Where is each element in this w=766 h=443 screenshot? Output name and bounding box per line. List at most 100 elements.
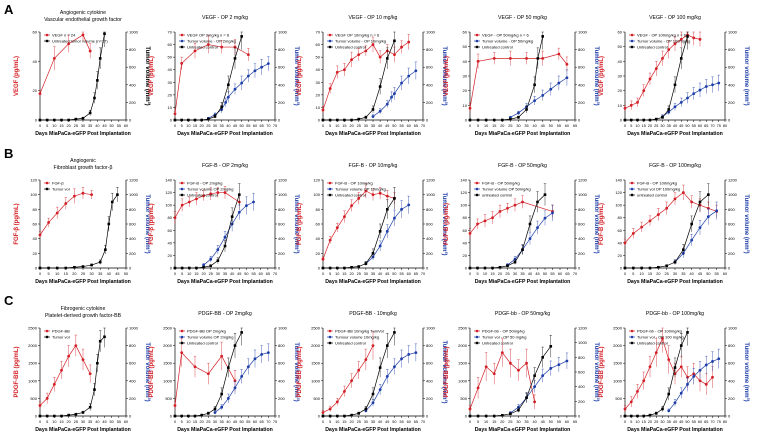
legend-marker [180, 39, 184, 43]
data-point [220, 392, 223, 396]
y-tick-label: 2000 [613, 343, 623, 348]
x-tick-label: 55 [692, 124, 696, 128]
legend-marker [630, 39, 634, 43]
data-point [173, 266, 177, 270]
chart-panel: FGF-B - OP 2mg/kg02040608010012014002004… [149, 163, 300, 285]
data-point [350, 58, 353, 62]
y-tick-label: 1000 [458, 378, 468, 383]
data-point [38, 414, 42, 418]
y2-tick-label: 1000 [578, 192, 588, 197]
x-tick-label: 35 [88, 124, 92, 128]
y-tick-label: 140 [615, 178, 622, 183]
data-point [364, 262, 368, 265]
y-tick-label: 140 [460, 178, 467, 183]
x-tick-label: 5 [329, 420, 331, 424]
data-point [629, 400, 633, 404]
x-tick-label: 5 [181, 124, 183, 128]
data-point [237, 210, 241, 214]
y2-tick-label: 0 [426, 118, 429, 123]
row-label: B [4, 146, 13, 161]
legend-label: PDGF-BB OP 2mg/kg [187, 329, 226, 334]
data-point [698, 37, 702, 41]
y-tick-label: 120 [615, 190, 622, 195]
data-point [364, 407, 368, 411]
data-point [38, 92, 42, 95]
data-point [407, 353, 411, 356]
data-point [525, 361, 528, 365]
x-tick-label: 10 [52, 124, 56, 128]
y2-tick-label: 0 [426, 414, 429, 419]
x-tick-label: 65 [414, 420, 418, 424]
chart-title: VEGF - OP 10 mg/kg [349, 15, 398, 21]
y2-tick-label: 200 [129, 396, 136, 401]
legend-label: PDGF-BB [52, 329, 70, 334]
x-tick-label: 20 [648, 420, 652, 424]
data-point [213, 115, 217, 118]
y-tick-label: 10 [618, 103, 623, 108]
y-tick-label: 30 [168, 80, 173, 85]
data-point [55, 266, 59, 270]
y-tick-label: 500 [460, 396, 467, 401]
data-point [321, 257, 325, 261]
data-point [103, 32, 106, 36]
y-tick-label: 2000 [163, 343, 173, 348]
y-tick-label: 1000 [163, 378, 173, 383]
data-point [81, 116, 85, 120]
x-tick-label: 35 [220, 124, 224, 128]
legend-label: VEGF - OP 100mg/kg n = 6 [637, 33, 687, 38]
data-point [224, 101, 228, 104]
legend-label: Tumor volume - OP 10mg/kg [335, 39, 386, 44]
data-point [173, 414, 177, 418]
data-point [240, 81, 244, 85]
legend-label: FGF-β [52, 181, 64, 186]
data-point [335, 414, 339, 418]
data-point [180, 203, 184, 207]
y2-tick-label: 1000 [129, 30, 139, 35]
x-tick-label: 35 [371, 124, 375, 128]
chart-title: Fibroblast growth factor-β [54, 165, 113, 171]
data-point [686, 35, 689, 38]
chart-title: Angiogenic cytokine [60, 10, 106, 16]
data-point [390, 95, 393, 99]
data-point [414, 351, 418, 355]
y2-tick-label: 0 [728, 266, 731, 271]
data-point [623, 414, 627, 418]
data-point [60, 414, 63, 418]
y-tick-label: 0 [318, 266, 321, 271]
x-tick-label: 30 [513, 272, 517, 276]
data-point [233, 57, 237, 60]
data-point [517, 368, 520, 372]
data-point [216, 191, 220, 194]
legend-label: Untreated control [187, 193, 218, 198]
data-point [706, 215, 710, 219]
y2-tick-label: 400 [278, 82, 285, 87]
legend-marker [180, 181, 184, 185]
x-tick-label: 40 [378, 272, 382, 276]
legend-marker [180, 33, 184, 37]
data-point [357, 412, 361, 415]
x-axis-label: Days MiaPaCa-eGFP Post Implantation [177, 131, 273, 137]
y2-axis-label: Tumor volume (mm³) [441, 46, 448, 105]
x-tick-label: 10 [52, 420, 56, 424]
data-point [260, 353, 264, 356]
y2-tick-label: 400 [728, 236, 735, 241]
x-tick-label: 60 [124, 420, 128, 424]
data-point [328, 118, 332, 122]
x-tick-label: 55 [117, 420, 121, 424]
data-point [393, 92, 396, 95]
y2-tick-label: 400 [426, 236, 433, 241]
y-tick-label: 0 [35, 118, 38, 123]
y2-tick-label: 1000 [129, 192, 139, 197]
y2-axis-label: Tumor volume (mm³) [293, 342, 300, 401]
y2-axis-label: Tumor volume (mm³) [293, 194, 300, 253]
y-tick-label: 0 [170, 118, 173, 123]
data-point [246, 53, 250, 57]
data-point [321, 108, 325, 112]
x-tick-label: 30 [516, 124, 520, 128]
legend-marker [180, 335, 184, 339]
data-point [400, 357, 403, 361]
x-tick-label: 5 [329, 124, 331, 128]
data-point [476, 414, 480, 418]
data-point [207, 412, 210, 415]
x-tick-label: 30 [213, 420, 217, 424]
